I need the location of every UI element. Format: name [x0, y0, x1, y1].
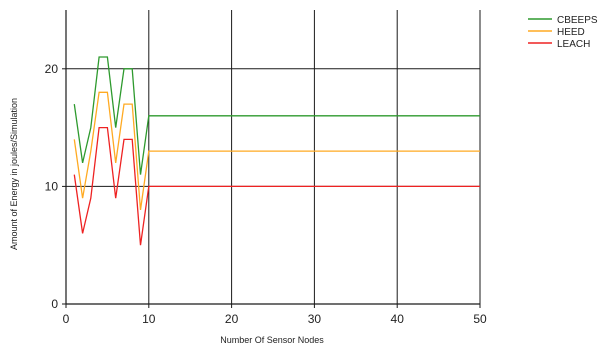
y-tick-label-0: 0	[51, 297, 58, 311]
series-line-leach	[73, 126, 480, 246]
y-tick-label-10: 10	[45, 179, 59, 193]
legend-label-cbeeps: CBEEPS	[557, 15, 598, 26]
legend-label-leach: LEACH	[557, 39, 590, 50]
series-lines	[73, 56, 480, 246]
series-line-cbeeps	[73, 56, 480, 175]
x-tick-label-20: 20	[225, 312, 239, 326]
x-tick-label-0: 0	[63, 312, 70, 326]
y-tick-label-20: 20	[45, 62, 59, 76]
axes	[65, 10, 480, 305]
x-tick-label-30: 30	[308, 312, 322, 326]
x-tick-label-10: 10	[142, 312, 156, 326]
x-axis-title: Number Of Sensor Nodes	[220, 335, 324, 345]
y-axis-title: Amount of Energy in joules/Simulation	[9, 98, 19, 250]
tick-labels: 0 10 20 30 40 50 0 10 20	[45, 62, 487, 326]
x-tick-label-50: 50	[473, 312, 487, 326]
series-line-heed	[73, 91, 480, 210]
x-tick-label-40: 40	[391, 312, 405, 326]
grid	[66, 10, 481, 304]
legend-label-heed: HEED	[557, 27, 585, 38]
